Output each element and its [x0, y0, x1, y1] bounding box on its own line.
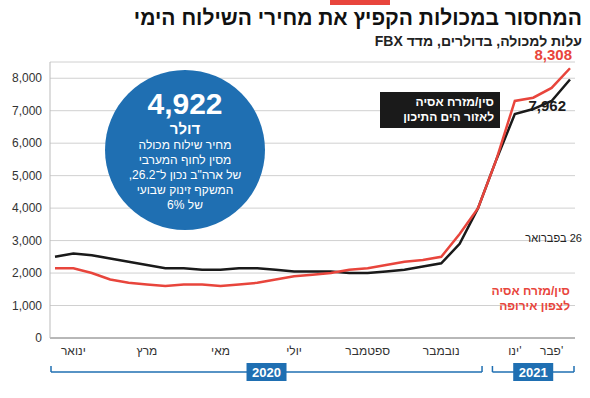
html-text:26 בפברואר: 26 בפברואר [525, 232, 582, 244]
svg-text:מאי: מאי [211, 344, 230, 358]
svg-text:2,000: 2,000 [12, 266, 42, 280]
svg-text:יולי: יולי [286, 344, 302, 358]
svg-text:נובמבר: נובמבר [423, 344, 460, 358]
html-text:4,922: 4,922 [147, 86, 223, 120]
svg-text:7,000: 7,000 [12, 104, 42, 118]
html-text:המחסור במכולות הקפיץ את מחירי: המחסור במכולות הקפיץ את מחירי השילוח הימ… [133, 6, 582, 29]
svg-text:2020: 2020 [252, 365, 281, 380]
html-text:של 6%: של 6% [167, 197, 203, 212]
svg-text:8,308: 8,308 [534, 46, 572, 63]
html-text:סין/מזרח אסיה לצפון אירופה: סין/מזרח אסיה לצפון אירופה [491, 284, 570, 313]
html-text:סין/מזרח אסיה לאזור הים התיכון: סין/מזרח אסיה לאזור הים התיכון [403, 95, 494, 124]
svg-text:4,000: 4,000 [12, 201, 42, 215]
svg-text:0: 0 [35, 331, 42, 345]
svg-text:3,000: 3,000 [12, 234, 42, 248]
svg-text:2021: 2021 [519, 365, 548, 380]
html-text:מחיר שילוח מכולה: מחיר שילוח מכולה [138, 137, 232, 152]
html-text:דולר: דולר [169, 119, 201, 137]
svg-text:ספטמבר: ספטמבר [345, 344, 390, 358]
html-text:עלות למכולה, בדולרים, מדד FBX: עלות למכולה, בדולרים, מדד FBX [374, 33, 582, 49]
svg-text:7,962: 7,962 [528, 97, 566, 114]
html-text:של ארה"ב נכון ל־26.2,: של ארה"ב נכון ל־26.2, [128, 167, 242, 182]
svg-text:6,000: 6,000 [12, 136, 42, 150]
svg-text:1,000: 1,000 [12, 299, 42, 313]
svg-text:פבר': פבר' [540, 344, 563, 358]
svg-text:ינואר: ינואר [61, 344, 86, 358]
html-text:המשקף זינוק שבועי: המשקף זינוק שבועי [136, 182, 234, 197]
svg-text:מרץ: מרץ [137, 344, 158, 358]
html-text:מסין לחוף המערבי: מסין לחוף המערבי [138, 152, 232, 167]
svg-text:8,000: 8,000 [12, 71, 42, 85]
svg-text:5,000: 5,000 [12, 169, 42, 183]
svg-text:ינו': ינו' [508, 344, 521, 358]
